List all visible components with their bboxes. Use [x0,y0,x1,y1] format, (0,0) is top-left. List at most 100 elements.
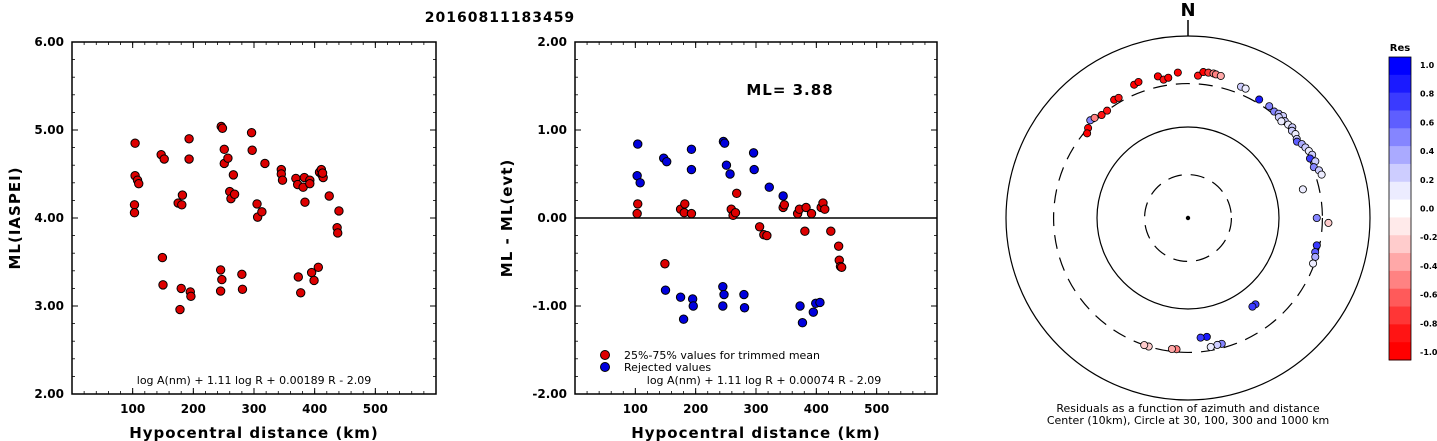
y-tick-label: -1.00 [532,299,567,313]
y-tick-label: 2.00 [34,387,64,401]
data-point [184,134,194,144]
colorbar-tick-label: 0.0 [1420,205,1435,214]
data-point [730,208,741,218]
y-tick-label: 1.00 [537,123,567,137]
data-point [296,288,306,298]
legend-marker-trimmed [600,350,610,360]
residual-polar-plot: N Residuals as a function of azimuth and… [1005,0,1371,427]
distance-ring-300km [1052,82,1324,354]
data-point [806,208,817,219]
distance-ring-100km [1096,126,1280,310]
colorbar-tick-label: -0.6 [1420,291,1437,300]
x-tick-label: 500 [864,402,889,416]
x-tick-label: 300 [743,402,768,416]
data-point [833,241,844,251]
residual-point [1097,111,1106,120]
residual-point [1317,170,1326,179]
colorbar-tick-label: 0.8 [1420,90,1435,99]
data-point [129,208,140,218]
residual-point [1298,185,1307,194]
data-point [754,222,765,232]
data-point [739,289,749,300]
colorbar-tick-label: -1.0 [1420,348,1437,357]
data-point [826,226,836,236]
data-point [632,208,642,219]
data-point [237,284,248,294]
x-tick-label: 100 [623,402,648,416]
y-tick-label: 5.00 [34,123,64,137]
north-label: N [1180,0,1195,21]
colorbar-labels: 1.0 0.8 0.6 0.4 0.2 0.0 -0.2 -0.4 -0.6 -0.8 -1.0 [1420,61,1437,357]
distance-ring-1000km [1005,35,1371,401]
data-point [300,197,310,207]
x-axis-label: Hypocentral distance (km) [631,424,881,441]
residual-point [1277,117,1286,126]
data-point [680,199,690,209]
ml-distance-chart: 2.00 3.00 4.00 5.00 6.00 100 200 300 400 500 ML(… [6,35,437,441]
distance-ring-30km [1143,173,1233,263]
formula-annotation: log A(nm) + 1.11 log R + 0.00189 R - 2.0… [137,374,371,387]
data-point [675,292,686,302]
caption-line-2: Center (10km), Circle at 30, 100, 300 an… [1047,414,1329,427]
residual-colorbar: Res 1.0 0.8 0.6 0.4 0.2 0.0 -0.2 -0.4 -0.6 -0.8 -1… [1388,43,1437,361]
residual-point [1134,77,1143,86]
residual-point [1213,340,1222,349]
data-point [739,303,750,313]
data-point [223,153,233,163]
residual-point [1114,93,1123,102]
colorbar-cells [1389,57,1411,361]
y-axis-label: ML - ML(evt) [498,159,516,277]
data-point [130,138,140,148]
colorbar-cell [1389,235,1411,254]
caption-line-1: Residuals as a function of azimuth and d… [1056,402,1319,415]
data-point [219,144,229,155]
data-point [313,262,324,272]
residual-point [1196,333,1205,342]
y-tick-label: -2.00 [532,387,567,401]
data-point [157,252,168,263]
data-point [808,307,819,317]
data-point [305,178,315,189]
distance-rings [1005,35,1371,401]
data-point [801,202,811,213]
colorbar-tick-label: -0.2 [1420,233,1437,242]
data-point [778,191,788,201]
data-point [228,170,239,180]
residual-distance-chart: -2.00 -1.00 0.00 1.00 2.00 100 200 300 400 500 M… [498,35,938,441]
data-point [797,318,808,328]
legend: 25%-75% values for trimmed mean Rejected… [600,349,820,374]
data-point [309,275,319,286]
residual-point [1216,71,1225,80]
data-point [159,154,169,164]
data-point [158,280,168,290]
data-point [184,154,194,164]
legend-label-rejected: Rejected values [624,361,711,374]
residual-point [1241,84,1250,93]
data-point [177,190,188,200]
residual-points [1083,68,1333,354]
data-point [795,301,805,311]
colorbar-frame [1388,56,1412,361]
residual-point [1309,259,1318,268]
scatter-points [129,121,344,315]
data-point [293,272,303,282]
y-tick-label: 0.00 [537,211,567,225]
data-point [836,262,847,272]
data-point [229,189,240,199]
x-tick-label: 500 [363,402,388,416]
residual-point [1265,102,1274,111]
data-point [718,301,728,311]
x-tick-label: 200 [181,402,206,416]
data-point [721,160,732,170]
y-axis-label: ML(IASPEI) [6,166,24,269]
residual-point [1255,95,1264,104]
y-axis: -2.00 -1.00 0.00 1.00 2.00 [532,35,937,401]
ml-value-label: ML= 3.88 [746,81,833,99]
legend-marker-rejected [600,362,610,372]
data-point [177,200,187,210]
residual-point [1083,129,1092,138]
colorbar-cell [1389,324,1411,343]
data-point [277,175,288,185]
data-point [779,200,790,210]
colorbar-cell [1389,128,1411,147]
